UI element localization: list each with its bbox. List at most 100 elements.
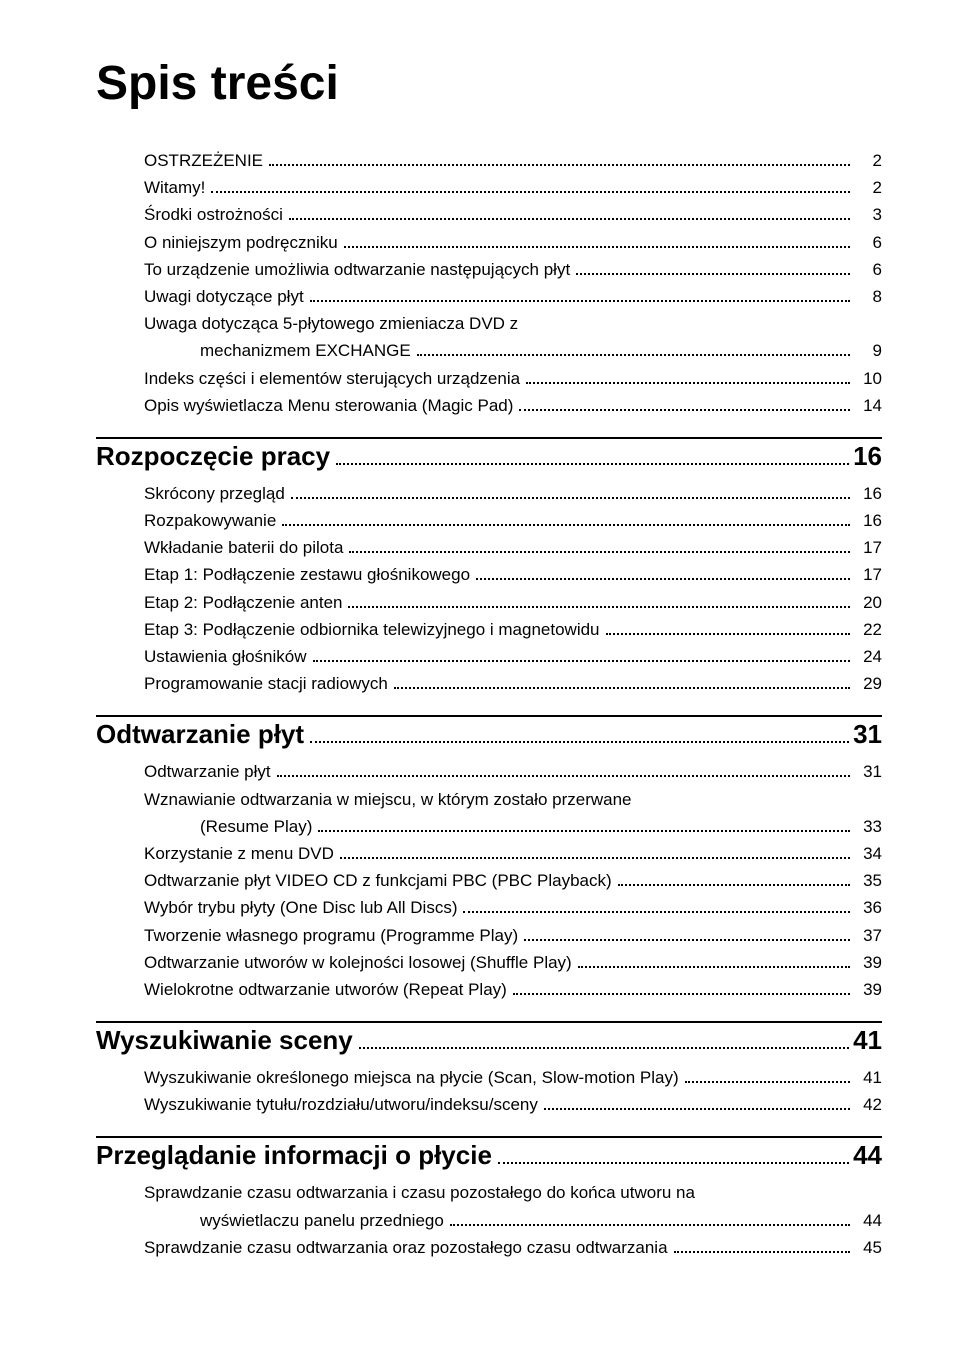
section-heading-page: 41 (853, 1025, 882, 1056)
section-entries: Skrócony przegląd 16 Rozpakowywanie 16 W… (144, 480, 882, 698)
section-heading: Rozpoczęcie pracy 16 (96, 441, 882, 472)
toc-entry-page: 3 (854, 201, 882, 228)
page: Spis treści OSTRZEŻENIE 2 Witamy! 2 Środ… (0, 0, 954, 1352)
toc-entry: Witamy! 2 (144, 174, 882, 201)
toc-entry-page: 2 (854, 174, 882, 201)
toc-entry: O niniejszym podręczniku 6 (144, 229, 882, 256)
section-heading: Przeglądanie informacji o płycie 44 (96, 1140, 882, 1171)
toc-entry-page: 34 (854, 840, 882, 867)
toc-entry: Programowanie stacji radiowych 29 (144, 670, 882, 697)
section-heading: Wyszukiwanie sceny 41 (96, 1025, 882, 1056)
toc-entry-page: 36 (854, 894, 882, 921)
section-block: Sprawdzanie czasu odtwarzania i czasu po… (96, 1179, 882, 1261)
toc-entry: Korzystanie z menu DVD 34 (144, 840, 882, 867)
toc-entry-label: Etap 3: Podłączenie odbiornika telewizyj… (144, 616, 600, 643)
toc-entry-label: Witamy! (144, 174, 205, 201)
toc-entry-page: 24 (854, 643, 882, 670)
intro-block: OSTRZEŻENIE 2 Witamy! 2 Środki ostrożnoś… (96, 147, 882, 419)
toc-entry-page: 41 (854, 1064, 882, 1091)
toc-entry-label: Wznawianie odtwarzania w miejscu, w któr… (144, 786, 632, 813)
toc-entry-label: Opis wyświetlacza Menu sterowania (Magic… (144, 392, 513, 419)
toc-entry-label: Wyszukiwanie tytułu/rozdziału/utworu/ind… (144, 1091, 538, 1118)
toc-entry: Rozpakowywanie 16 (144, 507, 882, 534)
toc-entry-label: (Resume Play) (200, 813, 312, 840)
toc-entry: Odtwarzanie płyt VIDEO CD z funkcjami PB… (144, 867, 882, 894)
toc-leader-dots (349, 551, 850, 553)
toc-entry: Odtwarzanie płyt 31 (144, 758, 882, 785)
toc-entry-page: 10 (854, 365, 882, 392)
toc-entry-label: Sprawdzanie czasu odtwarzania i czasu po… (144, 1179, 695, 1206)
toc-leader-dots (310, 300, 850, 302)
toc-leader-dots (310, 741, 849, 743)
toc-entry-continuation: wyświetlaczu panelu przedniego 44 (200, 1207, 882, 1234)
toc-entry: Ustawienia głośników 24 (144, 643, 882, 670)
toc-entry-label: Uwagi dotyczące płyt (144, 283, 304, 310)
toc-entry-page: 29 (854, 670, 882, 697)
toc-entry-page: 37 (854, 922, 882, 949)
toc-entry: Wznawianie odtwarzania w miejscu, w któr… (144, 786, 882, 813)
toc-entry-label: Korzystanie z menu DVD (144, 840, 334, 867)
toc-entry-label: Wybór trybu płyty (One Disc lub All Disc… (144, 894, 457, 921)
section-block: Wyszukiwanie określonego miejsca na płyc… (96, 1064, 882, 1118)
toc-entry-label: Etap 2: Podłączenie anten (144, 589, 342, 616)
section-heading-page: 44 (853, 1140, 882, 1171)
toc-entry-label: Odtwarzanie płyt VIDEO CD z funkcjami PB… (144, 867, 612, 894)
toc-leader-dots (282, 524, 850, 526)
toc-leader-dots (336, 463, 849, 465)
toc-leader-dots (318, 830, 850, 832)
section-heading-label: Wyszukiwanie sceny (96, 1025, 353, 1056)
toc-entry: To urządzenie umożliwia odtwarzanie nast… (144, 256, 882, 283)
toc-entry-page: 39 (854, 949, 882, 976)
section-block: Skrócony przegląd 16 Rozpakowywanie 16 W… (96, 480, 882, 698)
toc-entry-label: Wielokrotne odtwarzanie utworów (Repeat … (144, 976, 507, 1003)
toc-entry-label: O niniejszym podręczniku (144, 229, 338, 256)
toc-leader-dots (340, 857, 850, 859)
toc-entry: Tworzenie własnego programu (Programme P… (144, 922, 882, 949)
toc-leader-dots (524, 939, 850, 941)
toc-entry-page: 22 (854, 616, 882, 643)
toc-entry: Skrócony przegląd 16 (144, 480, 882, 507)
toc-leader-dots (359, 1047, 849, 1049)
toc-entry-page: 9 (854, 337, 882, 364)
toc-entry-page: 44 (854, 1207, 882, 1234)
toc-entry: Opis wyświetlacza Menu sterowania (Magic… (144, 392, 882, 419)
toc-leader-dots (498, 1162, 849, 1164)
toc-entry: Wyszukiwanie określonego miejsca na płyc… (144, 1064, 882, 1091)
toc-entry-label: Skrócony przegląd (144, 480, 285, 507)
toc-entry-label: Indeks części i elementów sterujących ur… (144, 365, 520, 392)
toc-entry-page: 14 (854, 392, 882, 419)
toc-leader-dots (685, 1081, 850, 1083)
toc-entry-label: Rozpakowywanie (144, 507, 276, 534)
toc-entry-label: Programowanie stacji radiowych (144, 670, 388, 697)
toc-leader-dots (417, 354, 850, 356)
section-heading-label: Rozpoczęcie pracy (96, 441, 330, 472)
toc-leader-dots (344, 246, 850, 248)
toc-leader-dots (348, 606, 850, 608)
section-heading-label: Odtwarzanie płyt (96, 719, 304, 750)
section-rule: Wyszukiwanie sceny 41 (96, 1021, 882, 1056)
toc-leader-dots (519, 409, 850, 411)
toc-leader-dots (544, 1108, 850, 1110)
toc-entry-label: OSTRZEŻENIE (144, 147, 263, 174)
toc-leader-dots (277, 775, 850, 777)
toc-leader-dots (606, 633, 850, 635)
toc-entry-label: Odtwarzanie utworów w kolejności losowej… (144, 949, 572, 976)
toc-entry-page: 17 (854, 561, 882, 588)
toc-leader-dots (526, 382, 850, 384)
toc-leader-dots (450, 1224, 850, 1226)
toc-leader-dots (291, 497, 850, 499)
toc-leader-dots (394, 687, 850, 689)
section-rule: Odtwarzanie płyt 31 (96, 715, 882, 750)
toc-entry-label: Wyszukiwanie określonego miejsca na płyc… (144, 1064, 679, 1091)
section-entries: Wyszukiwanie określonego miejsca na płyc… (144, 1064, 882, 1118)
toc-entry: Środki ostrożności 3 (144, 201, 882, 228)
toc-entry-page: 33 (854, 813, 882, 840)
section-entries: Sprawdzanie czasu odtwarzania i czasu po… (144, 1179, 882, 1261)
section-entries: Odtwarzanie płyt 31 Wznawianie odtwarzan… (144, 758, 882, 1003)
toc-entry-page: 2 (854, 147, 882, 174)
toc-entry-label: Sprawdzanie czasu odtwarzania oraz pozos… (144, 1234, 668, 1261)
toc-entry-page: 42 (854, 1091, 882, 1118)
toc-leader-dots (513, 993, 850, 995)
toc-entry: Sprawdzanie czasu odtwarzania oraz pozos… (144, 1234, 882, 1261)
toc-entry-label: Uwaga dotycząca 5-płytowego zmieniacza D… (144, 310, 518, 337)
